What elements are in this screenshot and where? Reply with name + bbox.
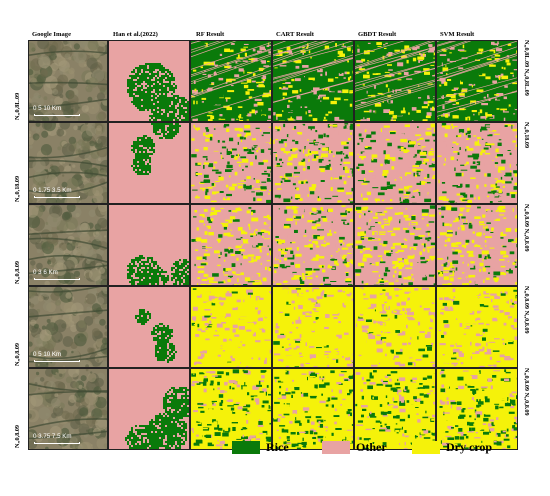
gbdt-map-row-1 xyxy=(354,40,436,122)
legend-label-rice: Rice xyxy=(266,440,289,454)
scale-bar-label: 0 5 10 Km xyxy=(33,351,62,358)
han-map-row-5 xyxy=(108,368,190,450)
han-map-row-2 xyxy=(108,122,190,204)
latitude-label-right-text: N,,0,8.09 N,,0,8.09 xyxy=(523,286,530,334)
column-header-rf: RF Result xyxy=(196,31,225,38)
scale-bar-label: 0 3 6 Km xyxy=(33,269,58,276)
latitude-label-left-text: N,,0,18.09 xyxy=(14,175,21,202)
scale-bar-label: 0 5 10 Km xyxy=(33,105,62,112)
latitude-label-left-row-5: N,,0,8.09 xyxy=(14,368,26,448)
google-image-row-4: 0 5 10 Km xyxy=(28,286,108,368)
latitude-label-left-row-3: N,,0,8.09 xyxy=(14,204,26,284)
gbdt-map-row-5 xyxy=(354,368,436,450)
gbdt-map-row-3 xyxy=(354,204,436,286)
cart-map-row-3 xyxy=(272,204,354,286)
rf-map-row-1 xyxy=(190,40,272,122)
google-image-row-2: 0 1.75 3.5 Km xyxy=(28,122,108,204)
scale-bar-line xyxy=(34,196,80,198)
svm-map-row-3 xyxy=(436,204,518,286)
latitude-label-right-row-2: N,,0,18.09 xyxy=(520,122,532,202)
rf-map-row-4 xyxy=(190,286,272,368)
latitude-label-left-row-1: N,,0,8L.09 xyxy=(14,40,26,120)
latitude-label-left-text: N,,0,8.09 xyxy=(14,342,21,366)
latitude-label-right-text: N,,0,8.09 N,,0,8.09 xyxy=(523,204,530,252)
cart-map-row-1 xyxy=(272,40,354,122)
latitude-label-right-row-5: N,,0,8.09 N,,0,8.09 xyxy=(520,368,532,448)
svm-map-row-2 xyxy=(436,122,518,204)
rf-map-row-3 xyxy=(190,204,272,286)
rf-map-row-2 xyxy=(190,122,272,204)
latitude-label-left-row-4: N,,0,8.09 xyxy=(14,286,26,366)
latitude-label-right-row-4: N,,0,8.09 N,,0,8.09 xyxy=(520,286,532,366)
latitude-label-right-row-1: N,,0,8L.09 N,,0,8L.09 xyxy=(520,40,532,120)
latitude-label-left-text: N,,0,8.09 xyxy=(14,260,21,284)
cart-map-row-5 xyxy=(272,368,354,450)
column-header-gbdt: GBDT Result xyxy=(358,31,397,38)
google-image-row-3: 0 3 6 Km xyxy=(28,204,108,286)
column-header-cart: CART Result xyxy=(276,31,314,38)
svm-map-row-4 xyxy=(436,286,518,368)
latitude-label-right-row-3: N,,0,8.09 N,,0,8.09 xyxy=(520,204,532,284)
google-image-row-5: 0 3.75 7.5 Km xyxy=(28,368,108,450)
latitude-label-left-text: N,,0,8.09 xyxy=(14,424,21,448)
cart-map-row-2 xyxy=(272,122,354,204)
scale-bar-line xyxy=(34,442,80,444)
latitude-label-left-text: N,,0,8L.09 xyxy=(14,92,21,120)
legend-swatch-rice xyxy=(232,441,260,454)
scale-bar-line xyxy=(34,360,80,362)
svm-map-row-5 xyxy=(436,368,518,450)
latitude-label-right-text: N,,0,18.09 xyxy=(523,122,530,149)
scale-bar-label: 0 1.75 3.5 Km xyxy=(33,187,72,194)
gbdt-map-row-2 xyxy=(354,122,436,204)
han-map-row-1 xyxy=(108,40,190,122)
scale-bar-line xyxy=(34,278,80,280)
rf-map-row-5 xyxy=(190,368,272,450)
scale-bar-line xyxy=(34,114,80,116)
column-header-google: Google Image xyxy=(32,31,72,38)
legend-label-dry: Dry crop xyxy=(446,440,493,454)
column-header-han: Han et al.(2022) xyxy=(113,31,158,38)
gbdt-map-row-4 xyxy=(354,286,436,368)
cart-map-row-4 xyxy=(272,286,354,368)
legend-swatch-other xyxy=(322,441,350,454)
svm-map-row-1 xyxy=(436,40,518,122)
latitude-label-left-row-2: N,,0,18.09 xyxy=(14,122,26,202)
latitude-label-right-text: N,,0,8.09 N,,0,8.09 xyxy=(523,368,530,416)
latitude-label-right-text: N,,0,8L.09 N,,0,8L.09 xyxy=(523,40,530,96)
legend-label-other: Other xyxy=(356,440,387,454)
google-image-row-1: 0 5 10 Km xyxy=(28,40,108,122)
scale-bar-label: 0 3.75 7.5 Km xyxy=(33,433,72,440)
han-map-row-4 xyxy=(108,286,190,368)
column-header-svm: SVM Result xyxy=(440,31,475,38)
han-map-row-3 xyxy=(108,204,190,286)
legend-swatch-dry xyxy=(412,441,440,454)
